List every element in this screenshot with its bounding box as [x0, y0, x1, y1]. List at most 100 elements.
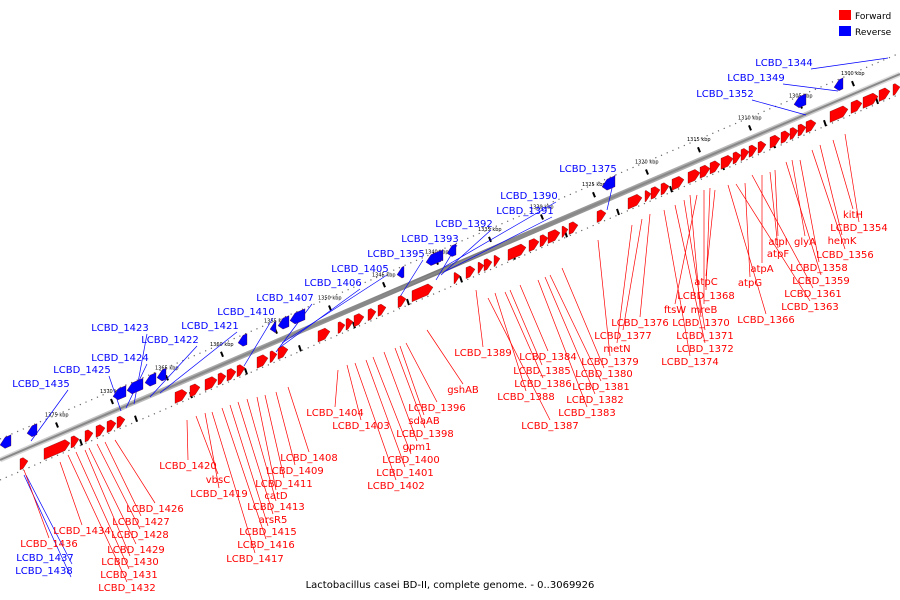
reverse-gene-label[interactable]: LCBD_1375	[559, 164, 617, 175]
forward-gene[interactable]	[660, 182, 670, 196]
forward-gene-label[interactable]: LCBD_1432	[98, 583, 156, 594]
forward-gene[interactable]	[650, 186, 661, 200]
reverse-gene[interactable]	[126, 377, 144, 395]
forward-gene-label[interactable]: gshAB	[447, 385, 479, 396]
forward-gene-label[interactable]: metN	[603, 344, 630, 355]
forward-gene-label[interactable]: LCBD_1431	[100, 570, 158, 581]
forward-gene-label[interactable]: catD	[264, 491, 288, 502]
forward-gene[interactable]	[204, 376, 218, 391]
forward-gene[interactable]	[95, 424, 106, 438]
forward-gene-label[interactable]: LCBD_1389	[454, 348, 512, 359]
reverse-gene-label[interactable]: LCBD_1405	[331, 264, 389, 275]
forward-gene[interactable]	[269, 350, 278, 363]
forward-gene-label[interactable]: hemK	[828, 236, 857, 247]
reverse-gene[interactable]	[425, 250, 442, 266]
forward-gene-label[interactable]: atpC	[694, 277, 717, 288]
reverse-gene-label[interactable]: LCBD_1352	[696, 89, 754, 100]
forward-gene[interactable]	[850, 99, 863, 114]
reverse-gene-label[interactable]: LCBD_1425	[53, 365, 111, 376]
forward-gene-label[interactable]: LCBD_1379	[581, 357, 639, 368]
forward-gene[interactable]	[507, 243, 527, 261]
forward-gene-label[interactable]: LCBD_1386	[514, 379, 572, 390]
forward-gene-label[interactable]: LCBD_1420	[159, 461, 217, 472]
reverse-gene-label[interactable]: LCBD_1423	[91, 323, 149, 334]
forward-gene[interactable]	[397, 295, 407, 309]
forward-gene-label[interactable]: LCBD_1387	[521, 421, 579, 432]
reverse-gene[interactable]	[156, 368, 167, 382]
forward-gene[interactable]	[561, 225, 569, 238]
forward-gene[interactable]	[353, 313, 365, 327]
reverse-gene[interactable]	[144, 372, 157, 387]
forward-gene[interactable]	[627, 194, 643, 210]
forward-gene-label[interactable]: LCBD_1400	[382, 455, 440, 466]
forward-gene[interactable]	[644, 190, 652, 203]
forward-gene-label[interactable]: LCBD_1417	[226, 554, 284, 565]
reverse-gene-label[interactable]: LCBD_1435	[12, 379, 70, 390]
forward-gene-label[interactable]: LCBD_1377	[594, 331, 652, 342]
forward-gene-label[interactable]: LCBD_1426	[126, 504, 184, 515]
forward-gene-label[interactable]: LCBD_1363	[781, 302, 839, 313]
reverse-gene[interactable]	[446, 243, 457, 257]
forward-gene-label[interactable]: LCBD_1384	[519, 352, 577, 363]
forward-gene-label[interactable]: vbsC	[206, 475, 230, 486]
forward-gene[interactable]	[277, 345, 289, 360]
forward-gene-label[interactable]: LCBD_1358	[790, 263, 848, 274]
forward-gene-label[interactable]: LCBD_1371	[676, 331, 734, 342]
forward-gene[interactable]	[84, 429, 94, 443]
forward-gene-label[interactable]: LCBD_1354	[830, 223, 888, 234]
forward-gene[interactable]	[732, 151, 742, 165]
reverse-gene-label[interactable]: LCBD_1437	[16, 553, 74, 564]
forward-gene-label[interactable]: atpA	[750, 264, 773, 275]
reverse-gene[interactable]	[112, 385, 127, 401]
forward-gene-label[interactable]: LCBD_1370	[672, 318, 730, 329]
forward-gene[interactable]	[789, 127, 799, 140]
forward-gene[interactable]	[528, 238, 540, 252]
forward-gene-label[interactable]: LCBD_1428	[111, 530, 169, 541]
forward-gene-label[interactable]: LCBD_1402	[367, 481, 425, 492]
reverse-gene-label[interactable]: LCBD_1390	[500, 191, 558, 202]
forward-gene-label[interactable]: LCBD_1436	[20, 539, 78, 550]
reverse-gene-label[interactable]: LCBD_1438	[15, 566, 73, 577]
reverse-gene[interactable]	[396, 265, 405, 279]
forward-gene-label[interactable]: LCBD_1385	[513, 366, 571, 377]
forward-gene[interactable]	[337, 321, 346, 334]
forward-gene[interactable]	[878, 87, 891, 102]
forward-gene[interactable]	[106, 419, 117, 433]
reverse-gene[interactable]	[0, 434, 12, 449]
forward-gene[interactable]	[699, 164, 711, 179]
forward-gene[interactable]	[740, 148, 750, 161]
reverse-gene-label[interactable]: LCBD_1406	[304, 278, 362, 289]
forward-gene-label[interactable]: atpG	[738, 278, 762, 289]
forward-gene[interactable]	[236, 364, 246, 378]
forward-gene[interactable]	[568, 221, 579, 235]
forward-gene-label[interactable]: arsR5	[259, 515, 288, 526]
forward-gene[interactable]	[116, 415, 126, 429]
forward-gene[interactable]	[317, 327, 331, 343]
forward-gene-label[interactable]: LCBD_1380	[575, 369, 633, 380]
forward-gene-label[interactable]: gpm1	[403, 442, 432, 453]
reverse-gene-label[interactable]: LCBD_1407	[256, 293, 314, 304]
forward-gene-label[interactable]: glyA	[794, 237, 816, 248]
forward-gene[interactable]	[862, 92, 879, 109]
forward-gene-label[interactable]: ftsW	[664, 305, 686, 316]
reverse-gene-label[interactable]: LCBD_1410	[217, 307, 275, 318]
forward-gene[interactable]	[805, 119, 817, 134]
forward-gene[interactable]	[829, 105, 849, 123]
reverse-gene[interactable]	[277, 315, 290, 330]
forward-gene-label[interactable]: LCBD_1401	[376, 468, 434, 479]
forward-gene[interactable]	[345, 318, 354, 331]
forward-gene[interactable]	[780, 130, 791, 144]
forward-gene-label[interactable]: kitH	[843, 210, 863, 221]
forward-gene[interactable]	[539, 234, 549, 248]
forward-gene-label[interactable]: LCBD_1396	[408, 403, 466, 414]
forward-gene[interactable]	[70, 435, 80, 449]
reverse-gene-label[interactable]: LCBD_1392	[435, 219, 493, 230]
forward-gene-label[interactable]: sdaAB	[408, 416, 440, 427]
forward-gene[interactable]	[256, 354, 269, 369]
forward-gene-label[interactable]: LCBD_1366	[737, 315, 795, 326]
reverse-gene[interactable]	[793, 93, 807, 108]
forward-gene-label[interactable]: atpI	[768, 237, 787, 248]
forward-gene-label[interactable]: LCBD_1419	[190, 489, 248, 500]
forward-gene[interactable]	[797, 123, 807, 137]
forward-gene-label[interactable]: LCBD_1411	[255, 479, 313, 490]
